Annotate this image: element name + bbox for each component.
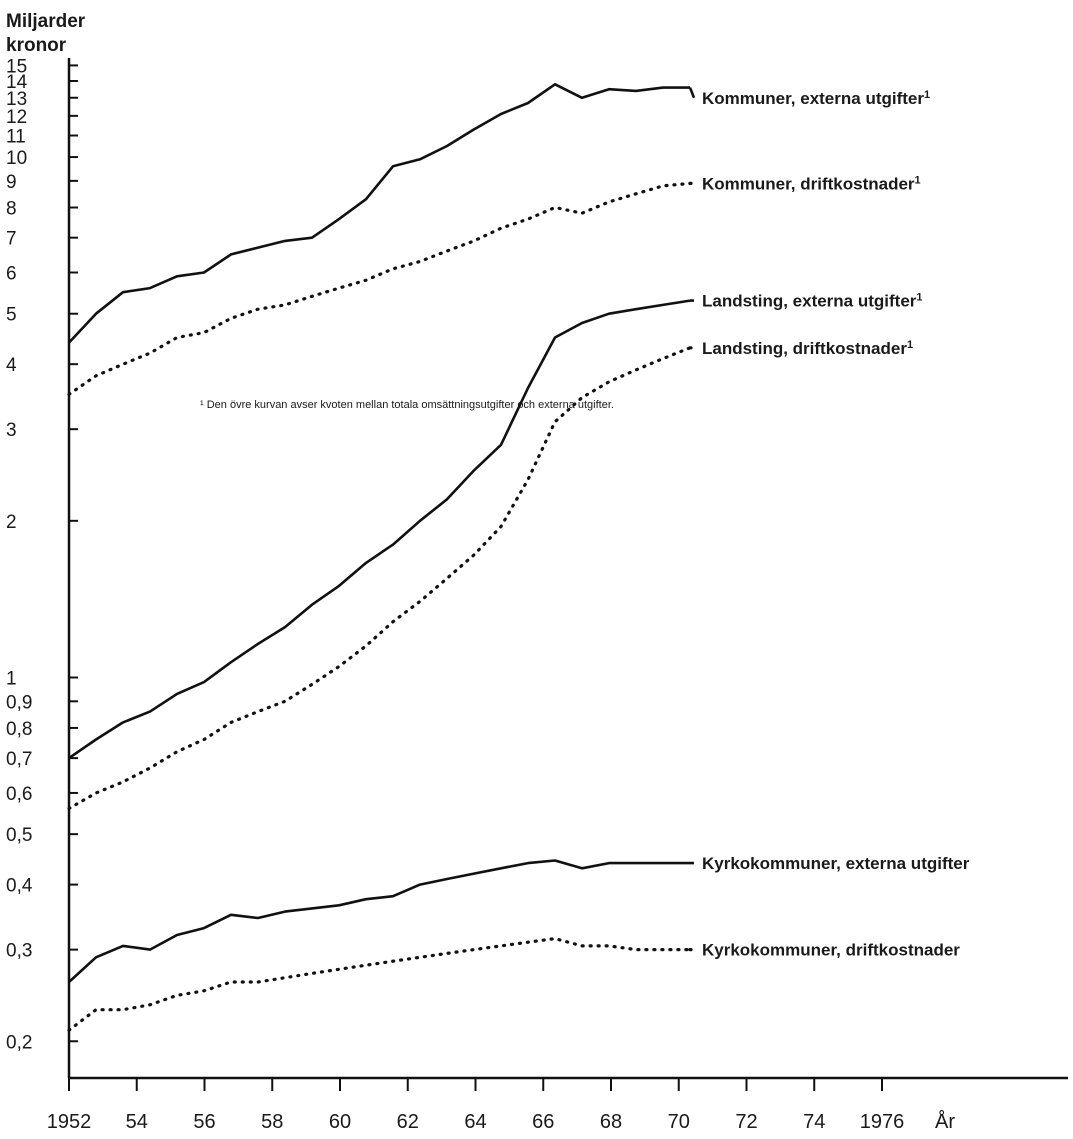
y-tick-label: 0,4 (6, 876, 33, 897)
series-label-superscript: 1 (916, 292, 922, 304)
series-lines (67, 83, 696, 1032)
series-line-3 (68, 299, 691, 760)
y-tick-label: 3 (6, 420, 17, 441)
y-tick-label: 0,9 (6, 692, 32, 713)
x-axis-ticks: 1952 54 56 58 60 62 64 66 68 70 72 74 1976 (47, 1078, 905, 1133)
x-tick-label: 64 (464, 1111, 486, 1133)
series-labels: Kommuner, externa utgifter1 Kommuner, dri… (702, 89, 970, 960)
x-tick-label: 72 (735, 1111, 757, 1133)
y-tick-label: 12 (6, 107, 27, 128)
y-tick-label: 11 (6, 127, 26, 148)
series-label-2: Kommuner, driftkostnader1 (702, 174, 921, 193)
series-line-5 (68, 859, 690, 983)
series-line-2 (67, 181, 692, 396)
y-tick-label: 4 (6, 355, 17, 376)
x-tick-label: 54 (126, 1111, 148, 1133)
chart-title: Miljarder kronor (6, 11, 86, 56)
x-tick-label: 68 (600, 1111, 622, 1133)
chart-title-line1: Miljarder (6, 11, 86, 32)
y-tick-label: 2 (6, 512, 17, 533)
y-tick-label: 0,5 (6, 825, 32, 846)
series-label-1: Kommuner, externa utgifter1 (702, 89, 930, 108)
y-tick-label: 0,7 (6, 749, 32, 770)
x-tick-label: 58 (261, 1111, 283, 1133)
series-label-superscript: 1 (915, 174, 921, 186)
x-tick-label: 1952 (47, 1111, 92, 1133)
series-label-superscript: 1 (907, 339, 913, 351)
y-tick-label: 5 (6, 305, 17, 326)
x-tick-label: 74 (803, 1111, 825, 1133)
y-tick-label: 0,6 (6, 784, 32, 805)
x-tick-label: 60 (329, 1111, 351, 1133)
x-tick-label: 1976 (860, 1111, 905, 1133)
series-label-6: Kyrkokommuner, driftkostnader (702, 941, 960, 960)
series-label-superscript: 1 (924, 89, 930, 101)
y-tick-label: 1 (6, 668, 17, 689)
series-line-6 (67, 936, 692, 1032)
x-tick-label: 56 (193, 1111, 215, 1133)
series-label-3: Landsting, externa utgifter1 (702, 292, 923, 311)
x-tick-label: 62 (397, 1111, 419, 1133)
series-line-1 (68, 83, 690, 344)
y-tick-label: 0,8 (6, 719, 32, 740)
y-tick-label: 13 (6, 89, 27, 110)
x-tick-label: 66 (532, 1111, 554, 1133)
series-line-4 (67, 346, 692, 811)
y-tick-label: 8 (6, 198, 17, 219)
series-label-5: Kyrkokommuner, externa utgifter (702, 854, 970, 873)
y-tick-label: 14 (6, 72, 28, 93)
y-tick-label: 0,2 (6, 1032, 32, 1053)
y-tick-label: 15 (6, 56, 27, 77)
series-label-4: Landsting, driftkostnader1 (702, 339, 913, 358)
y-tick-label: 9 (6, 172, 17, 193)
y-tick-label: 10 (6, 148, 27, 169)
y-tick-label: 7 (6, 229, 17, 250)
y-tick-label: 0,3 (6, 941, 32, 962)
chart-title-line2: kronor (6, 35, 67, 56)
y-tick-label: 6 (6, 264, 17, 285)
x-tick-label: 70 (668, 1111, 690, 1133)
footnote: ¹ Den övre kurvan avser kvoten mellan to… (200, 399, 614, 411)
x-axis-label: År (935, 1110, 955, 1133)
series-leader-1 (688, 87, 696, 99)
